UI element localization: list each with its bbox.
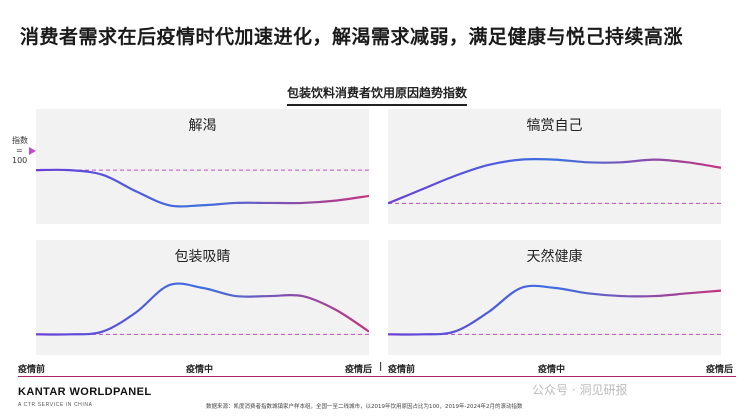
data-source-note: 数据来源：凯度消费者指数城镇家户样本组，全国一至二线城市，以2019年饮用原因占… bbox=[206, 404, 523, 410]
panel-title: 犒赏自己 bbox=[526, 118, 583, 134]
x-tick-right-pre: 疫情前 bbox=[388, 365, 416, 375]
series-line bbox=[388, 157, 721, 205]
series-line bbox=[388, 284, 721, 336]
series-line bbox=[36, 282, 369, 336]
chart-title: 包装饮料消费者饮用原因趋势指数 bbox=[286, 84, 467, 106]
x-tick-separator: | bbox=[379, 362, 383, 372]
series-line bbox=[36, 168, 369, 208]
panel-chart bbox=[36, 282, 369, 336]
chart-title-wrap: 包装饮料消费者饮用原因趋势指数 bbox=[0, 82, 754, 106]
index-label-line3: 100 bbox=[12, 156, 28, 165]
panel-chart bbox=[36, 168, 369, 208]
x-tick-left-post: 疫情后 bbox=[345, 365, 373, 375]
index-label: 指数 = 100 bbox=[12, 136, 28, 166]
x-tick-right-mid: 疫情中 bbox=[538, 365, 566, 375]
panel-chart bbox=[388, 157, 721, 205]
index-label-line2: = bbox=[16, 146, 23, 155]
kantar-logo-sub: A CTR SERVICE IN CHINA bbox=[18, 402, 93, 408]
x-tick-left-pre: 疫情前 bbox=[18, 365, 46, 375]
panel-natural-health: 天然健康 bbox=[388, 240, 721, 355]
panel-packaging: 包装吸睛 bbox=[36, 240, 369, 355]
kantar-logo: KANTAR WORLDPANEL bbox=[18, 386, 152, 398]
panel-title: 包装吸睛 bbox=[174, 249, 231, 265]
x-axis-line bbox=[18, 376, 736, 377]
watermark: 公众号 · 洞见研报 bbox=[532, 383, 628, 397]
panel-title: 解渴 bbox=[188, 118, 217, 134]
index-label-line1: 指数 bbox=[12, 136, 28, 145]
x-tick-left-mid: 疫情中 bbox=[186, 365, 214, 375]
page-title: 消费者需求在后疫情时代加速进化，解渴需求减弱，满足健康与悦己持续高涨 bbox=[20, 26, 684, 48]
panel-chart bbox=[388, 284, 721, 336]
x-tick-right-post: 疫情后 bbox=[706, 365, 734, 375]
panel-self-reward: 犒赏自己 bbox=[388, 109, 721, 224]
panel-title: 天然健康 bbox=[526, 249, 583, 265]
panel-thirst: 解渴 bbox=[36, 109, 369, 224]
index-marker-icon bbox=[29, 147, 36, 155]
